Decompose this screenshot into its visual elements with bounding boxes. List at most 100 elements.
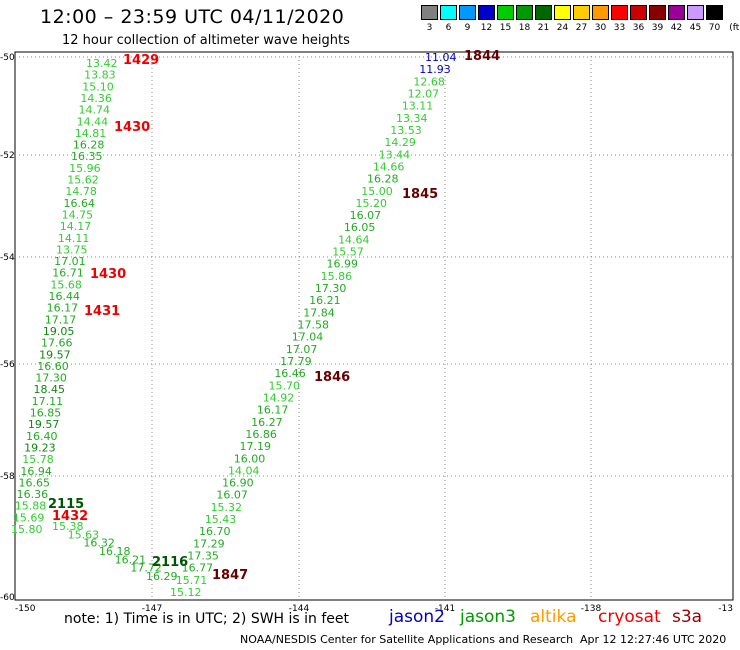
swh-value: 16.35 [71,150,103,163]
lat-label: -60 [0,593,15,603]
legend-swatch [649,5,666,20]
legend-label: 36 [632,23,645,33]
swh-value: 17.84 [303,306,335,319]
swh-value: 16.05 [344,221,376,234]
lon-label: -13 [718,604,733,614]
legend-swatch [535,5,552,20]
pass-time-label: 1432 [52,509,88,524]
legend-label: 6 [445,23,452,33]
page-subtitle: 12 hour collection of altimeter wave hei… [62,33,350,48]
legend-label: 3 [426,23,433,33]
swh-value: 16.36 [17,488,49,501]
legend-label: 12 [480,23,493,33]
pass-time-label: 2115 [48,497,84,512]
swh-value: 17.29 [193,537,225,550]
swh-value: 15.78 [22,453,54,466]
swh-value: 14.66 [373,160,405,173]
legend-unit: (ft) [729,23,740,33]
swh-value: 15.88 [15,500,47,513]
swh-value: 13.34 [396,112,428,125]
swh-value: 16.28 [73,139,105,152]
swh-value: 15.71 [176,574,208,587]
pass-time-label: 1430 [90,267,126,282]
swh-value: 16.00 [234,452,266,465]
legend-label: 15 [499,23,512,33]
swh-value: 14.81 [75,127,107,140]
satellite-name: altika [530,607,577,627]
footer-note: note: 1) Time is in UTC; 2) SWH is in fe… [64,611,350,627]
legend-swatch [668,5,685,20]
swh-value: 17.30 [35,372,67,385]
swh-value: 16.27 [251,416,282,429]
swh-value: 11.93 [419,63,451,76]
swh-value: 16.32 [83,537,115,550]
legend-label: 42 [670,23,683,33]
legend-swatch [554,5,571,20]
swh-value: 19.57 [39,348,71,361]
swh-value: 16.71 [52,267,84,280]
swh-value: 14.04 [228,464,259,477]
swh-value: 13.11 [402,100,434,113]
swh-value: 12.68 [413,75,445,88]
swh-value: 14.29 [384,136,416,149]
swh-value: 15.86 [321,270,353,283]
lon-label: -141 [435,604,455,614]
lat-label: -56 [0,360,15,370]
swh-value: 16.17 [257,404,289,417]
swh-value: 16.18 [99,545,131,558]
swh-value: 12.07 [408,87,440,100]
swh-value: 15.62 [67,174,99,187]
swh-value: 16.44 [49,290,81,303]
legend-label: 21 [537,23,550,33]
legend-swatch [706,5,723,20]
legend-label: 70 [708,23,721,33]
swh-value: 15.38 [52,520,84,533]
lon-label: -147 [142,604,162,614]
swh-value: 15.70 [269,379,301,392]
swh-value: 14.17 [60,220,92,233]
swh-value: 15.96 [69,162,101,175]
swh-value: 16.21 [309,294,341,307]
pass-time-label: 1847 [212,568,248,583]
pass-time-label: 2116 [152,555,188,570]
legend-label: 45 [689,23,702,33]
swh-value: 13.42 [86,57,118,70]
swh-value: 17.72 [130,562,162,575]
swh-value: 17.58 [298,319,330,332]
swh-value: 17.35 [187,550,219,563]
swh-value: 14.64 [338,233,370,246]
swh-value: 16.29 [146,570,178,583]
legend-swatch [497,5,514,20]
legend-swatch [516,5,533,20]
satellite-name: jason3 [460,607,516,627]
swh-value: 17.01 [54,255,86,268]
swh-value: 17.11 [32,395,64,408]
swh-value: 16.99 [326,258,358,271]
swh-value: 11.04 [425,51,457,64]
lat-label: -52 [0,151,15,161]
swh-value: 16.46 [274,367,306,380]
legend-swatch [687,5,704,20]
lat-label: -58 [0,472,15,482]
lon-label: -144 [289,604,310,614]
swh-value: 13.53 [390,124,422,137]
swh-value: 17.04 [292,331,324,344]
swh-value: 16.70 [199,525,231,538]
generated-timestamp: Apr 12 12:27:46 UTC 2020 [580,633,727,646]
page-title: 12:00 – 23:59 UTC 04/11/2020 [40,6,345,28]
swh-value: 17.19 [240,440,272,453]
swh-value: 14.75 [62,208,94,221]
swh-value: 16.07 [216,489,248,502]
legend-label: 27 [575,23,588,33]
swh-value: 16.28 [367,173,399,186]
swh-value: 14.92 [263,391,295,404]
pass-time-label: 1431 [84,304,120,319]
satellite-name: jason2 [389,607,445,627]
swh-value: 17.66 [41,337,73,350]
lon-label: -138 [581,604,602,614]
legend-label: 24 [556,23,569,33]
swh-value: 19.57 [28,418,60,431]
swh-value: 15.20 [355,197,387,210]
swh-value: 16.07 [350,209,382,222]
swh-value: 17.79 [280,355,312,368]
